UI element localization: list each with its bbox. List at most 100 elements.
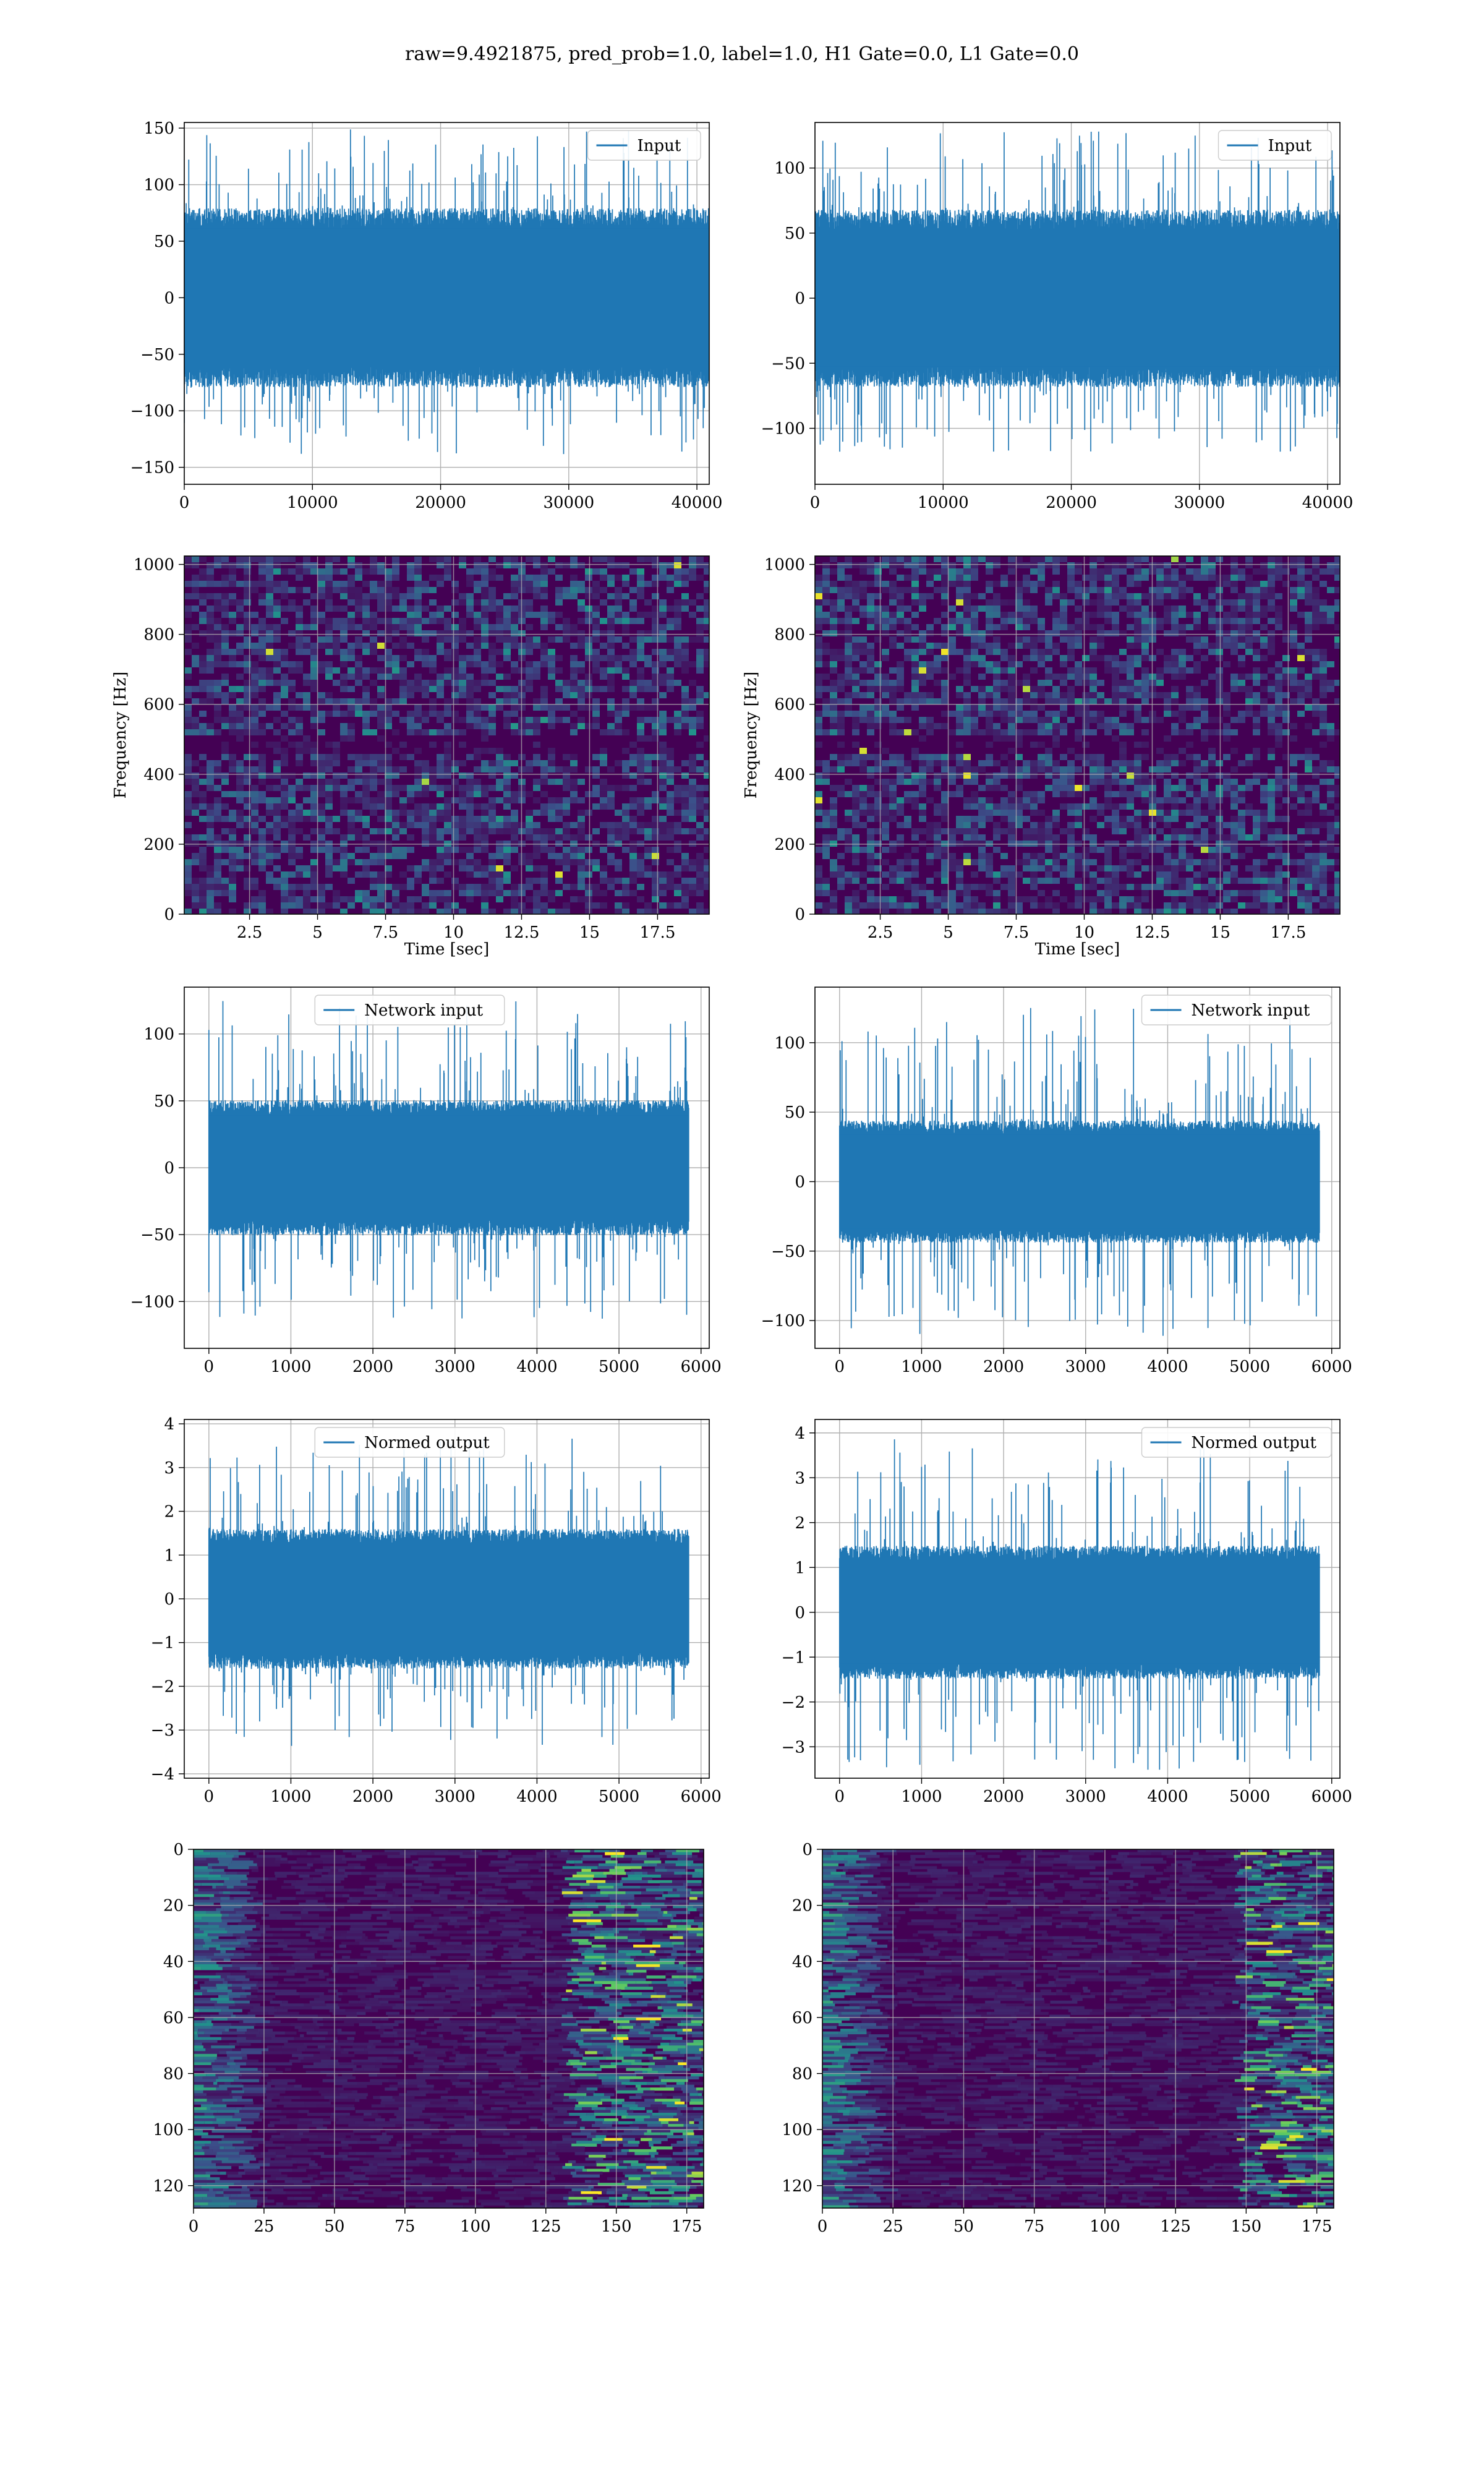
heatmap-cell <box>251 723 258 729</box>
heatmap-cell <box>1275 624 1282 630</box>
heatmap-cell <box>496 890 503 896</box>
heatmap-cell <box>1260 797 1268 803</box>
heatmap-cell <box>904 692 911 698</box>
heatmap-cell <box>199 902 207 909</box>
heatmap-cell <box>1208 618 1216 624</box>
heatmap-cell <box>303 568 310 575</box>
heatmap-cell <box>1112 760 1119 766</box>
heatmap-cell <box>385 742 392 748</box>
heatmap-cell <box>251 884 258 890</box>
heatmap-cell <box>184 630 192 636</box>
heatmap-cell <box>533 890 540 896</box>
heatmap-cell <box>370 810 377 816</box>
heatmap-cell <box>1045 754 1052 760</box>
heatmap-cell <box>963 568 971 575</box>
heatmap-cell <box>1297 667 1305 674</box>
heatmap-cell <box>911 581 919 587</box>
heatmap-cell <box>1008 599 1015 606</box>
heatmap-cell <box>963 587 971 593</box>
heatmap-cell <box>1179 717 1186 723</box>
heatmap-cell <box>874 711 882 717</box>
heatmap-cell <box>377 760 385 766</box>
heatmap-cell <box>325 803 333 810</box>
heatmap-cell <box>867 606 874 612</box>
heatmap-cell <box>986 581 993 587</box>
heatmap-cell <box>184 612 192 618</box>
heatmap-cell <box>1320 661 1327 667</box>
heatmap-cell <box>474 748 481 754</box>
heatmap-cell <box>377 568 385 575</box>
heatmap-cell <box>882 680 889 686</box>
heatmap-cell <box>207 698 214 704</box>
heatmap-cell <box>1305 568 1312 575</box>
heatmap-cell <box>897 618 904 624</box>
heatmap-cell <box>385 871 392 878</box>
heatmap-cell <box>681 686 689 692</box>
heatmap-cell <box>696 791 704 797</box>
heatmap-cell <box>540 575 548 581</box>
heatmap-cell <box>1008 822 1015 828</box>
heatmap-cell <box>355 890 362 896</box>
heatmap-cell <box>1164 568 1171 575</box>
heatmap-cell <box>1038 828 1045 834</box>
heatmap-cell <box>199 655 207 661</box>
heatmap-cell <box>1008 568 1015 575</box>
heatmap-cell <box>1260 686 1268 692</box>
heatmap-cell <box>904 797 911 803</box>
heatmap-cell <box>949 606 956 612</box>
heatmap-cell <box>1134 859 1141 865</box>
heatmap-cell <box>1230 618 1238 624</box>
heatmap-cell <box>526 667 533 674</box>
heatmap-cell <box>689 884 696 890</box>
heatmap-cell <box>1119 742 1127 748</box>
heatmap-cell <box>422 822 429 828</box>
heatmap-cell <box>615 828 622 834</box>
heatmap-cell <box>689 810 696 816</box>
heatmap-cell <box>221 884 229 890</box>
heatmap-cell <box>993 822 1000 828</box>
heatmap-cell <box>437 766 444 773</box>
heatmap-cell <box>370 636 377 643</box>
heatmap-cell <box>978 593 986 599</box>
heatmap-cell <box>370 587 377 593</box>
heatmap-cell <box>1320 871 1327 878</box>
heatmap-cell <box>837 599 845 606</box>
x-tick-label: 10000 <box>287 494 338 512</box>
heatmap-cell <box>1268 556 1275 562</box>
heatmap-cell <box>303 785 310 791</box>
heatmap-cell <box>1015 859 1023 865</box>
heatmap-cell <box>310 680 318 686</box>
heatmap-cell <box>1097 779 1104 785</box>
heatmap-cell <box>934 723 941 729</box>
heatmap-cell <box>911 674 919 680</box>
heatmap-cell <box>941 680 949 686</box>
heatmap-cell <box>236 785 244 791</box>
heatmap-cell <box>1141 791 1149 797</box>
heatmap-cell <box>325 871 333 878</box>
heatmap-cell <box>303 902 310 909</box>
heatmap-cell <box>978 810 986 816</box>
heatmap-cell <box>1282 816 1290 822</box>
heatmap-cell <box>503 847 511 853</box>
heatmap-cell <box>340 630 348 636</box>
heatmap-cell <box>511 692 518 698</box>
heatmap-cell <box>1067 834 1075 841</box>
heatmap-cell <box>578 587 585 593</box>
heatmap-cell <box>1290 680 1297 686</box>
heatmap-cell <box>1282 797 1290 803</box>
heatmap-cell <box>1045 847 1052 853</box>
heatmap-cell <box>1179 828 1186 834</box>
heatmap-cell <box>184 704 192 711</box>
heatmap-cell <box>526 575 533 581</box>
heatmap-cell <box>348 575 355 581</box>
heatmap-cell <box>578 606 585 612</box>
heatmap-cell <box>949 729 956 735</box>
heatmap-cell <box>874 698 882 704</box>
heatmap-cell <box>1082 667 1090 674</box>
heatmap-cell <box>496 704 503 711</box>
heatmap-cell <box>852 878 859 884</box>
heatmap-cell <box>1238 717 1245 723</box>
heatmap-cell <box>303 890 310 896</box>
heatmap-cell <box>273 865 281 871</box>
heatmap-cell <box>1186 655 1193 661</box>
